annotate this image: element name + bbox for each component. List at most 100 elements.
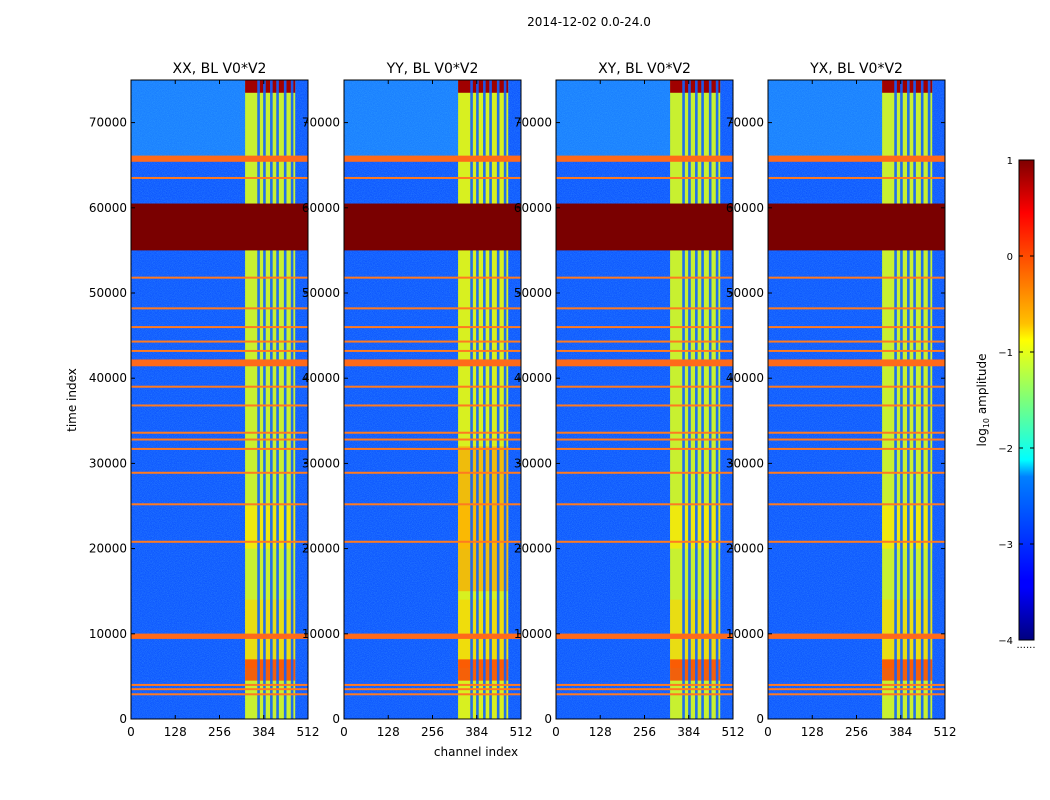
y-tick-label: 60000 <box>514 201 552 215</box>
flagged-row <box>768 471 945 474</box>
x-tick-label: 0 <box>764 725 772 739</box>
y-tick-label: 40000 <box>726 371 764 385</box>
y-tick-label: 70000 <box>726 116 764 130</box>
flagged-row <box>556 438 733 441</box>
y-tick-label: 10000 <box>726 627 764 641</box>
flagged-row <box>344 683 521 686</box>
flagged-row <box>131 503 308 506</box>
figure-suptitle: 2014-12-02 0.0-24.0 <box>527 15 651 29</box>
panel-yy: YY, BL V0*V2 0 128 256 384 512 0 10000 20000 3000… <box>302 61 533 739</box>
colorbar-tick-label: −3 <box>998 540 1013 551</box>
x-tick-label: 128 <box>377 725 400 739</box>
flagged-row <box>344 540 521 543</box>
heatmap-xy <box>556 80 733 719</box>
flagged-row <box>768 349 945 352</box>
flagged-row <box>768 693 945 696</box>
noisy-region <box>131 80 246 157</box>
y-tick-label: 0 <box>332 712 340 726</box>
flagged-row <box>131 307 308 310</box>
x-tick-label: 256 <box>421 725 444 739</box>
flagged-row <box>131 447 308 450</box>
flagged-row <box>556 471 733 474</box>
flagged-row <box>131 431 308 434</box>
flagged-row <box>344 447 521 450</box>
x-tick-label: 512 <box>722 725 745 739</box>
channel-gap <box>476 80 479 719</box>
heatmap-yx <box>768 80 945 719</box>
flagged-band <box>556 633 733 639</box>
y-tick-label: 20000 <box>302 542 340 556</box>
y-tick-label: 70000 <box>302 116 340 130</box>
y-tick-label: 0 <box>119 712 127 726</box>
flagged-band <box>131 633 308 639</box>
flagged-row <box>556 503 733 506</box>
flagged-row <box>344 176 521 179</box>
flagged-row <box>344 693 521 696</box>
x-tick-label: 256 <box>845 725 868 739</box>
x-tick-label: 0 <box>552 725 560 739</box>
flagged-row <box>131 385 308 388</box>
flagged-row <box>768 276 945 279</box>
channel-gap <box>283 80 287 719</box>
channel-gap <box>263 80 266 719</box>
flagged-row <box>556 693 733 696</box>
x-tick-label: 384 <box>889 725 912 739</box>
flagged-band <box>344 633 521 639</box>
channel-gap <box>483 80 486 719</box>
flagged-band <box>556 359 733 367</box>
y-tick-label: 20000 <box>514 542 552 556</box>
channel-gap <box>470 80 473 719</box>
x-tick-label: 256 <box>208 725 231 739</box>
flagged-row <box>556 431 733 434</box>
panel-title: YY, BL V0*V2 <box>386 61 479 77</box>
x-tick-label: 512 <box>934 725 957 739</box>
panel-title: YX, BL V0*V2 <box>809 61 903 77</box>
y-tick-label: 40000 <box>302 371 340 385</box>
flagged-row <box>556 404 733 407</box>
flagged-row <box>344 438 521 441</box>
noisy-region <box>556 80 671 157</box>
flagged-band <box>131 155 308 162</box>
heatmap-yy <box>344 80 521 719</box>
flagged-row <box>344 471 521 474</box>
colorbar-tick-label: 1 <box>1007 156 1013 167</box>
flagged-row <box>344 385 521 388</box>
flagged-band <box>556 155 733 162</box>
panel-title: XY, BL V0*V2 <box>598 61 691 77</box>
y-tick-label: 50000 <box>514 286 552 300</box>
x-tick-label: 128 <box>589 725 612 739</box>
saturated-block <box>768 203 945 251</box>
colorbar-gradient <box>1018 159 1035 641</box>
flagged-row <box>131 693 308 696</box>
y-tick-label: 30000 <box>89 456 127 470</box>
y-tick-label: 40000 <box>514 371 552 385</box>
y-tick-label: 60000 <box>302 201 340 215</box>
y-tick-label: 50000 <box>302 286 340 300</box>
channel-gap <box>682 80 685 719</box>
y-tick-label: 20000 <box>726 542 764 556</box>
y-tick-label: 20000 <box>89 542 127 556</box>
x-tick-label: 384 <box>252 725 275 739</box>
channel-gap <box>907 80 910 719</box>
panel-title: XX, BL V0*V2 <box>173 61 267 77</box>
saturated-block <box>344 203 521 251</box>
heatmap-panels: XX, BL V0*V2 0 128 256 384 512 0 10000 20000 3000… <box>89 61 957 739</box>
channel-gap <box>503 80 507 719</box>
channel-gap <box>276 80 279 719</box>
flagged-row <box>131 471 308 474</box>
channel-gap <box>688 80 691 719</box>
flagged-row <box>556 385 733 388</box>
x-tick-label: 384 <box>677 725 700 739</box>
flagged-row <box>768 176 945 179</box>
flagged-row <box>131 688 308 691</box>
flagged-row <box>344 340 521 343</box>
flagged-row <box>768 307 945 310</box>
flagged-row <box>556 688 733 691</box>
y-tick-label: 10000 <box>514 627 552 641</box>
flagged-band <box>344 155 521 162</box>
flagged-row <box>131 326 308 329</box>
flagged-row <box>344 349 521 352</box>
y-tick-label: 40000 <box>89 371 127 385</box>
channel-gap <box>900 80 903 719</box>
